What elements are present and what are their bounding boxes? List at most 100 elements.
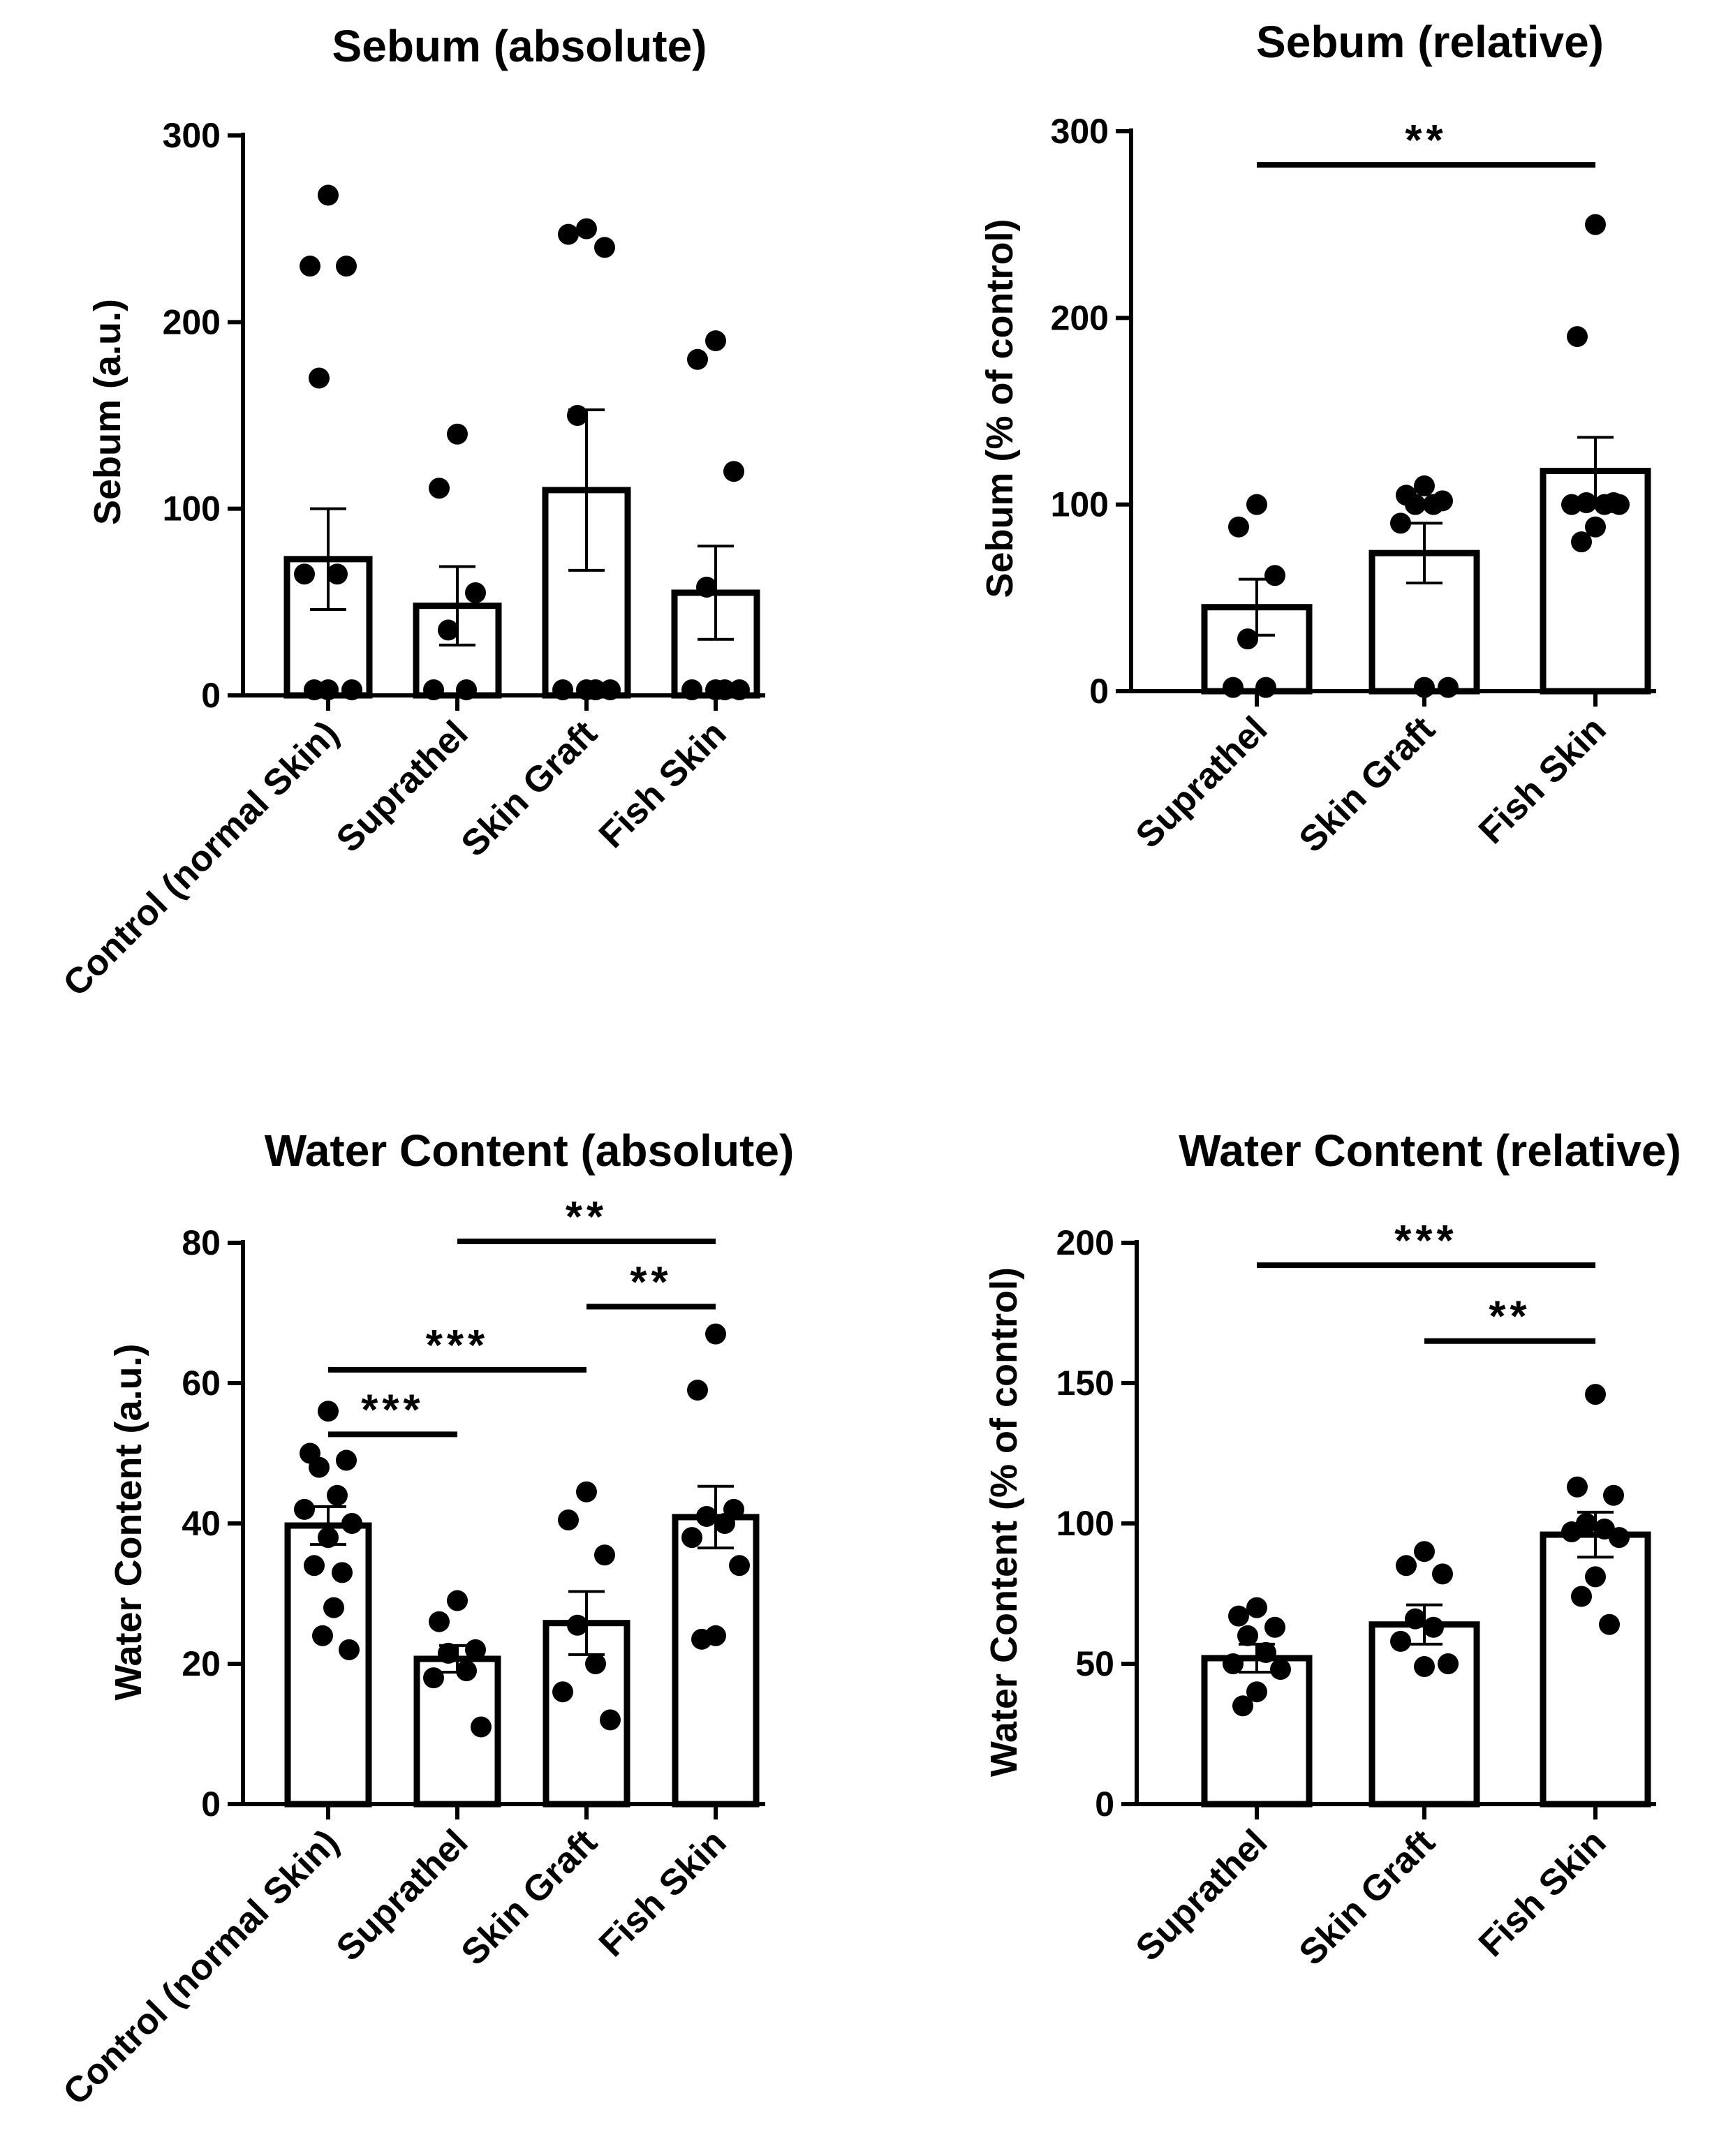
panel-sebum-absolute: Sebum (absolute) Sebum (a.u.) 0 100 200 300… — [56, 21, 765, 1004]
data-point — [552, 1681, 573, 1703]
x-tick-label: Skin Graft — [1292, 1822, 1443, 1973]
data-point — [447, 423, 468, 445]
data-point — [558, 1509, 579, 1530]
y-tick-label: 100 — [163, 489, 221, 529]
bar — [1368, 1621, 1480, 1808]
data-point — [309, 1456, 330, 1478]
y-tick-label: 100 — [1051, 485, 1109, 524]
data-point — [447, 1590, 468, 1611]
significance-label: *** — [361, 1386, 424, 1434]
data-point — [1405, 1608, 1426, 1630]
y-axis-label: Sebum (% of control) — [979, 219, 1021, 598]
data-point — [687, 1380, 708, 1401]
y-tick-label: 0 — [201, 676, 221, 715]
x-tick-label: Control (normal Skin) — [56, 1822, 347, 2113]
data-point — [1405, 494, 1426, 515]
data-point — [1246, 1597, 1267, 1618]
data-point — [1255, 1641, 1276, 1663]
y-tick-label: 0 — [1095, 1785, 1114, 1824]
data-point — [1390, 512, 1411, 534]
significance-label: *** — [426, 1322, 489, 1370]
data-point — [1599, 1614, 1620, 1635]
data-point — [1228, 1605, 1249, 1627]
data-point — [300, 256, 320, 277]
data-point — [1223, 1653, 1244, 1674]
data-point — [1396, 1555, 1417, 1577]
data-point — [318, 1401, 339, 1422]
data-point — [567, 405, 588, 426]
data-point — [318, 184, 339, 206]
y-tick-label: 300 — [163, 116, 221, 155]
data-point — [336, 1449, 357, 1471]
data-point — [1609, 1527, 1630, 1549]
data-point — [341, 1513, 362, 1534]
data-point — [456, 1660, 477, 1682]
y-axis-label: Water Content (a.u.) — [108, 1344, 149, 1701]
x-tick-label: Skin Graft — [454, 1822, 605, 1973]
y-tick-label: 50 — [1075, 1644, 1114, 1683]
data-point — [567, 1614, 588, 1636]
data-point — [294, 563, 315, 585]
data-point — [1571, 1586, 1592, 1607]
y-axis-label: Water Content (% of control) — [983, 1267, 1025, 1777]
y-tick-label: 40 — [182, 1504, 221, 1543]
data-point — [1223, 677, 1244, 698]
data-point — [681, 1527, 702, 1549]
x-tick-label: Suprathel — [329, 713, 476, 860]
data-point — [705, 1323, 726, 1345]
data-point — [339, 1639, 360, 1660]
chart-title: Sebum (absolute) — [332, 21, 707, 71]
y-tick-label: 80 — [182, 1223, 221, 1262]
data-point — [714, 1513, 735, 1534]
y-tick-label: 200 — [1051, 298, 1109, 337]
data-point — [294, 1498, 315, 1520]
data-point — [327, 1484, 348, 1506]
x-tick-label: Control (normal Skin) — [56, 713, 347, 1004]
data-point — [1585, 1566, 1606, 1588]
data-point — [1438, 1653, 1459, 1674]
data-point — [1571, 531, 1592, 553]
data-point — [312, 1625, 333, 1646]
significance-label: ** — [566, 1193, 607, 1241]
data-point — [729, 1555, 750, 1577]
data-point — [691, 1628, 712, 1650]
data-point — [1423, 494, 1444, 515]
data-point — [1561, 494, 1582, 515]
data-point — [1237, 628, 1258, 650]
data-point — [1414, 1656, 1435, 1678]
data-point — [687, 348, 708, 370]
data-point — [1390, 1630, 1411, 1652]
chart-title: Water Content (relative) — [1179, 1125, 1681, 1176]
data-point — [1228, 516, 1249, 538]
data-point — [318, 1527, 339, 1549]
data-point — [594, 237, 615, 258]
data-point — [1246, 1681, 1267, 1703]
x-tick-label: Fish Skin — [1471, 709, 1614, 851]
data-point — [1432, 1563, 1453, 1585]
bar — [1201, 1655, 1313, 1808]
data-point — [1270, 1659, 1291, 1681]
data-point — [323, 1597, 344, 1618]
data-point — [600, 1709, 621, 1731]
panel-sebum-relative: Sebum (relative) Sebum (% of control) 0 1… — [979, 17, 1656, 860]
data-point — [1585, 516, 1606, 538]
x-tick-label: Fish Skin — [1471, 1822, 1614, 1964]
chart-title: Sebum (relative) — [1256, 17, 1604, 67]
bar — [284, 1522, 372, 1808]
data-point — [1423, 1616, 1444, 1638]
data-point — [705, 330, 726, 352]
data-point — [465, 582, 486, 603]
data-point — [1237, 1625, 1258, 1646]
data-point — [423, 1667, 444, 1689]
data-point — [558, 223, 579, 245]
chart-title: Water Content (absolute) — [265, 1125, 795, 1176]
data-point — [471, 1716, 492, 1738]
x-tick-label: Suprathel — [329, 1822, 476, 1969]
data-point — [465, 1639, 486, 1660]
data-point — [723, 461, 744, 482]
data-point — [327, 563, 348, 585]
x-tick-label: Fish Skin — [591, 1822, 734, 1964]
data-point — [585, 1653, 606, 1674]
bar — [671, 589, 760, 699]
